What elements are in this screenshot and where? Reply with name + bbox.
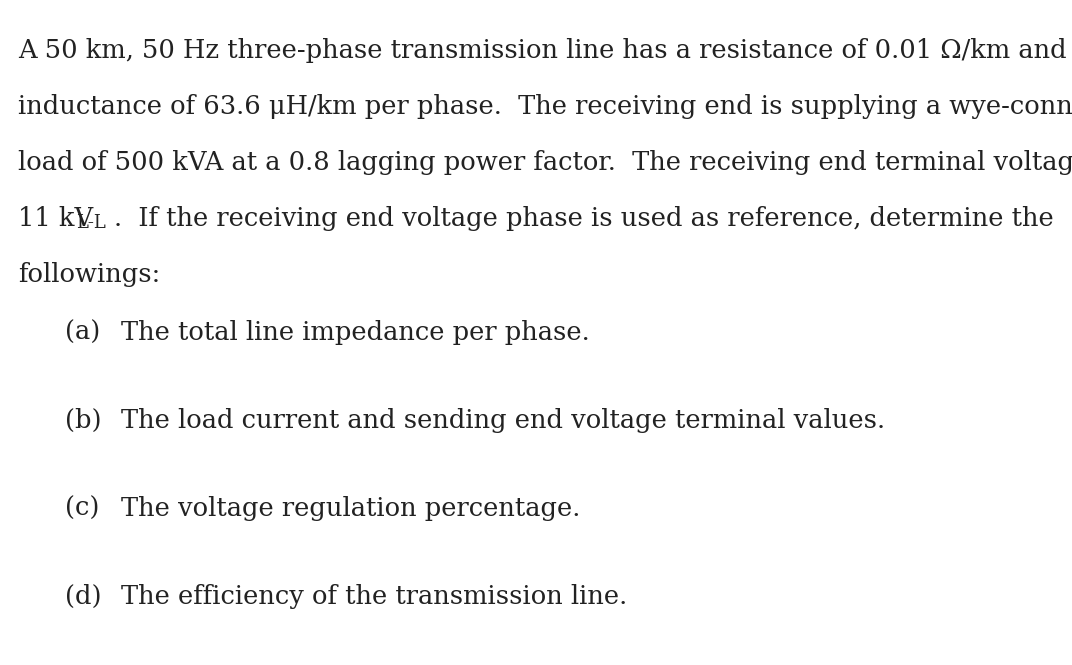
- Text: inductance of 63.6 μH/km per phase.  The receiving end is supplying a wye-connec: inductance of 63.6 μH/km per phase. The …: [18, 94, 1072, 119]
- Text: 11 kV: 11 kV: [18, 206, 93, 231]
- Text: (b): (b): [65, 408, 102, 433]
- Text: followings:: followings:: [18, 262, 160, 287]
- Text: (a): (a): [65, 320, 101, 345]
- Text: load of 500 kVA at a 0.8 lagging power factor.  The receiving end terminal volta: load of 500 kVA at a 0.8 lagging power f…: [18, 150, 1072, 175]
- Text: The voltage regulation percentage.: The voltage regulation percentage.: [121, 496, 580, 521]
- Text: L-L: L-L: [76, 214, 106, 232]
- Text: (d): (d): [65, 584, 102, 609]
- Text: The load current and sending end voltage terminal values.: The load current and sending end voltage…: [121, 408, 885, 433]
- Text: The total line impedance per phase.: The total line impedance per phase.: [121, 320, 590, 345]
- Text: (c): (c): [65, 496, 100, 521]
- Text: .  If the receiving end voltage phase is used as reference, determine the: . If the receiving end voltage phase is …: [114, 206, 1054, 231]
- Text: The efficiency of the transmission line.: The efficiency of the transmission line.: [121, 584, 627, 609]
- Text: A 50 km, 50 Hz three-phase transmission line has a resistance of 0.01 Ω/km and a: A 50 km, 50 Hz three-phase transmission …: [18, 38, 1072, 63]
